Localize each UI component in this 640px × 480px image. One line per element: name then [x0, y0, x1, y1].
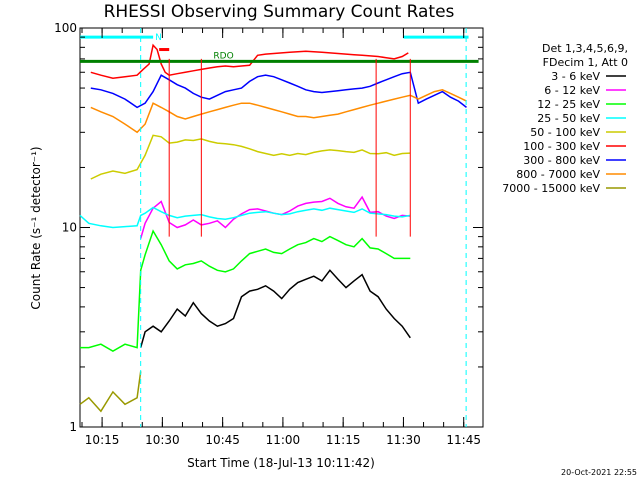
series-line-0 — [139, 269, 411, 348]
x-tick-label: 10:45 — [205, 433, 240, 447]
legend-label-6: 300 - 800 keV — [523, 154, 600, 167]
legend-label-0: 3 - 6 keV — [551, 70, 600, 83]
y-tick-label: 10 — [62, 221, 77, 235]
rdo-flag-label: RDO — [213, 51, 233, 61]
legend-label-8: 7000 - 15000 keV — [502, 182, 600, 195]
chart-title: RHESSI Observing Summary Count Rates — [104, 2, 455, 22]
legend-label-2: 12 - 25 keV — [537, 98, 600, 111]
x-tick-label: 11:45 — [446, 433, 481, 447]
axis-layer: 1 10 100 10:15 10:30 10:45 11:00 11:15 11:30 11:4… — [54, 21, 483, 447]
series-line-4 — [90, 134, 411, 180]
x-tick-label: 11:00 — [266, 433, 301, 447]
legend: Det 1,3,4,5,6,9, FDecim 1, Att 0 3 - 6 k… — [502, 42, 628, 195]
series-line-7 — [90, 89, 467, 134]
legend-label-3: 25 - 50 keV — [537, 112, 600, 125]
legend-header-2: FDecim 1, Att 0 — [543, 56, 628, 69]
y-axis-label: Count Rate (s⁻¹ detector⁻¹) — [29, 146, 43, 309]
footer-timestamp: 20-Oct-2021 22:55 — [561, 468, 637, 477]
annotation-layer: N RDO — [80, 28, 479, 427]
y-tick-label: 100 — [54, 21, 77, 35]
legend-label-5: 100 - 300 keV — [523, 140, 600, 153]
y-tick-label: 1 — [69, 420, 77, 434]
x-tick-label: 11:15 — [326, 433, 361, 447]
series-line-3 — [79, 206, 411, 229]
legend-label-4: 50 - 100 keV — [530, 126, 600, 139]
legend-label-7: 800 - 7000 keV — [516, 168, 600, 181]
x-tick-label: 10:15 — [85, 433, 120, 447]
series-line-5 — [90, 43, 409, 79]
series-line-1 — [139, 195, 411, 239]
x-axis-label: Start Time (18-Jul-13 10:11:42) — [187, 456, 375, 470]
series-line-6 — [90, 71, 467, 109]
n-flag-label: N — [155, 33, 162, 43]
series-line-2 — [80, 229, 411, 352]
series-layer — [79, 43, 467, 413]
x-tick-label: 11:30 — [386, 433, 421, 447]
legend-header-1: Det 1,3,4,5,6,9, — [542, 42, 628, 55]
series-line-8 — [79, 371, 142, 413]
legend-label-1: 6 - 12 keV — [544, 84, 600, 97]
x-tick-label: 10:30 — [145, 433, 180, 447]
